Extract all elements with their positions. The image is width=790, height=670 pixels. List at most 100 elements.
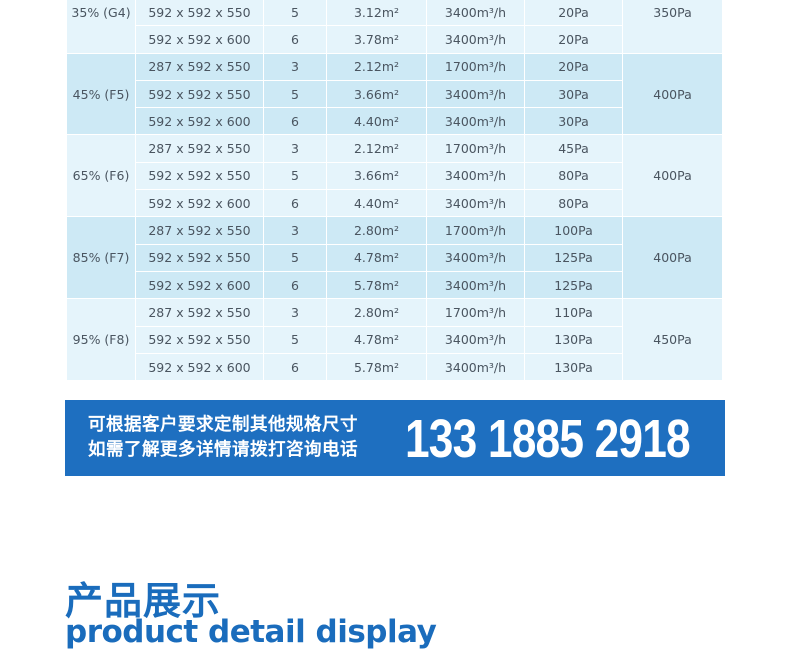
- initial-resistance-cell: 80Pa: [524, 161, 623, 191]
- initial-resistance-cell: 130Pa: [524, 352, 623, 382]
- size-cell: 287 x 592 x 550: [135, 52, 264, 81]
- initial-resistance-cell: 20Pa: [524, 52, 623, 81]
- table-row: 45% (F5) 287 x 592 x 550 3 2.12m² 1700m³/h 20…: [66, 52, 723, 136]
- initial-resistance-cell: 20Pa: [524, 0, 623, 27]
- spec-table: 35% (G4) 592 x 592 x 550 5 3.12m² 3400m³/h 20…: [66, 0, 723, 382]
- filter-area-cell: 3.78m²: [326, 25, 427, 54]
- initial-resistance-cell: 100Pa: [524, 216, 623, 245]
- pocket-count-cell: 6: [263, 352, 327, 382]
- final-resistance-cell: 450Pa: [622, 298, 723, 382]
- size-cell: 592 x 592 x 600: [135, 25, 264, 54]
- contact-banner: 可根据客户要求定制其他规格尺寸 如需了解更多详情请拨打咨询电话 133 1885…: [65, 400, 725, 476]
- section-title-cn: 产品展示: [65, 579, 222, 623]
- pocket-count-cell: 3: [263, 298, 327, 327]
- airflow-cell: 1700m³/h: [426, 52, 525, 81]
- airflow-cell: 3400m³/h: [426, 243, 525, 272]
- table-row: 592 x 592 x 600 6 5.78m² 3400m³/h 130Pa: [67, 352, 723, 382]
- pocket-count-cell: 6: [263, 25, 327, 54]
- filter-area-cell: 4.40m²: [326, 107, 427, 136]
- pocket-count-cell: 6: [263, 270, 327, 300]
- size-cell: 592 x 592 x 550: [135, 161, 264, 191]
- table-row: 35% (G4) 592 x 592 x 550 5 3.12m² 3400m³/h 20…: [66, 0, 723, 54]
- section-title-en: product detail display: [65, 614, 437, 650]
- efficiency-cell: 95% (F8): [66, 298, 136, 382]
- size-cell: 592 x 592 x 600: [135, 107, 264, 136]
- filter-area-cell: 4.78m²: [326, 243, 427, 272]
- airflow-cell: 3400m³/h: [426, 161, 525, 191]
- size-cell: 592 x 592 x 600: [135, 189, 264, 218]
- size-cell: 287 x 592 x 550: [135, 134, 264, 163]
- pocket-count-cell: 3: [263, 52, 327, 81]
- table-row: 592 x 592 x 550 5 3.66m² 3400m³/h 80Pa: [67, 161, 723, 191]
- size-cell: 592 x 592 x 600: [135, 270, 264, 300]
- initial-resistance-cell: 130Pa: [524, 325, 623, 354]
- efficiency-cell: 85% (F7): [66, 216, 136, 300]
- pocket-count-cell: 5: [263, 0, 327, 27]
- initial-resistance-cell: 45Pa: [524, 134, 623, 163]
- table-row: 592 x 592 x 550 5 4.78m² 3400m³/h 125Pa: [67, 243, 723, 272]
- table-row: 592 x 592 x 550 5 4.78m² 3400m³/h 130Pa: [67, 325, 723, 354]
- filter-area-cell: 4.40m²: [326, 189, 427, 218]
- efficiency-cell: 35% (G4): [66, 0, 136, 54]
- table-row: 592 x 592 x 600 6 5.78m² 3400m³/h 125Pa: [67, 270, 723, 300]
- initial-resistance-cell: 30Pa: [524, 107, 623, 136]
- pocket-count-cell: 3: [263, 134, 327, 163]
- table-row: 85% (F7) 287 x 592 x 550 3 2.80m² 1700m³/h 10…: [66, 216, 723, 300]
- size-cell: 592 x 592 x 550: [135, 79, 264, 109]
- airflow-cell: 1700m³/h: [426, 134, 525, 163]
- initial-resistance-cell: 20Pa: [524, 25, 623, 54]
- airflow-cell: 3400m³/h: [426, 270, 525, 300]
- pocket-count-cell: 3: [263, 216, 327, 245]
- initial-resistance-cell: 110Pa: [524, 298, 623, 327]
- initial-resistance-cell: 80Pa: [524, 189, 623, 218]
- phone-number[interactable]: 133 1885 2918: [405, 409, 691, 469]
- table-row: 592 x 592 x 600 6 4.40m² 3400m³/h 30Pa: [67, 107, 723, 136]
- airflow-cell: 3400m³/h: [426, 107, 525, 136]
- airflow-cell: 3400m³/h: [426, 352, 525, 382]
- airflow-cell: 3400m³/h: [426, 25, 525, 54]
- table-row: 592 x 592 x 550 5 3.66m² 3400m³/h 30Pa: [67, 79, 723, 109]
- filter-area-cell: 3.12m²: [326, 0, 427, 27]
- banner-line-2: 如需了解更多详情请拨打咨询电话: [88, 440, 358, 460]
- airflow-cell: 3400m³/h: [426, 0, 525, 27]
- airflow-cell: 3400m³/h: [426, 189, 525, 218]
- airflow-cell: 3400m³/h: [426, 325, 525, 354]
- pocket-count-cell: 5: [263, 161, 327, 191]
- table-row: 95% (F8) 287 x 592 x 550 3 2.80m² 1700m³/h 11…: [66, 298, 723, 382]
- filter-area-cell: 2.80m²: [326, 216, 427, 245]
- filter-area-cell: 5.78m²: [326, 352, 427, 382]
- initial-resistance-cell: 30Pa: [524, 79, 623, 109]
- pocket-count-cell: 5: [263, 243, 327, 272]
- size-cell: 592 x 592 x 600: [135, 352, 264, 382]
- table-row: 592 x 592 x 600 6 3.78m² 3400m³/h 20Pa: [67, 25, 723, 54]
- banner-line-1: 可根据客户要求定制其他规格尺寸: [88, 415, 358, 435]
- airflow-cell: 3400m³/h: [426, 79, 525, 109]
- efficiency-cell: 45% (F5): [66, 52, 136, 136]
- final-resistance-cell: 400Pa: [622, 216, 723, 300]
- size-cell: 287 x 592 x 550: [135, 216, 264, 245]
- final-resistance-cell: 350Pa: [622, 0, 723, 54]
- filter-area-cell: 2.12m²: [326, 134, 427, 163]
- pocket-count-cell: 6: [263, 107, 327, 136]
- filter-area-cell: 2.80m²: [326, 298, 427, 327]
- table-row: 65% (F6) 287 x 592 x 550 3 2.12m² 1700m³/h 45…: [66, 134, 723, 218]
- filter-area-cell: 5.78m²: [326, 270, 427, 300]
- size-cell: 592 x 592 x 550: [135, 325, 264, 354]
- banner-text: 可根据客户要求定制其他规格尺寸 如需了解更多详情请拨打咨询电话: [88, 413, 358, 463]
- size-cell: 287 x 592 x 550: [135, 298, 264, 327]
- final-resistance-cell: 400Pa: [622, 52, 723, 136]
- filter-area-cell: 3.66m²: [326, 79, 427, 109]
- size-cell: 592 x 592 x 550: [135, 0, 264, 27]
- efficiency-cell: 65% (F6): [66, 134, 136, 218]
- pocket-count-cell: 5: [263, 325, 327, 354]
- filter-area-cell: 3.66m²: [326, 161, 427, 191]
- airflow-cell: 1700m³/h: [426, 216, 525, 245]
- filter-area-cell: 2.12m²: [326, 52, 427, 81]
- pocket-count-cell: 6: [263, 189, 327, 218]
- pocket-count-cell: 5: [263, 79, 327, 109]
- initial-resistance-cell: 125Pa: [524, 243, 623, 272]
- filter-area-cell: 4.78m²: [326, 325, 427, 354]
- initial-resistance-cell: 125Pa: [524, 270, 623, 300]
- airflow-cell: 1700m³/h: [426, 298, 525, 327]
- size-cell: 592 x 592 x 550: [135, 243, 264, 272]
